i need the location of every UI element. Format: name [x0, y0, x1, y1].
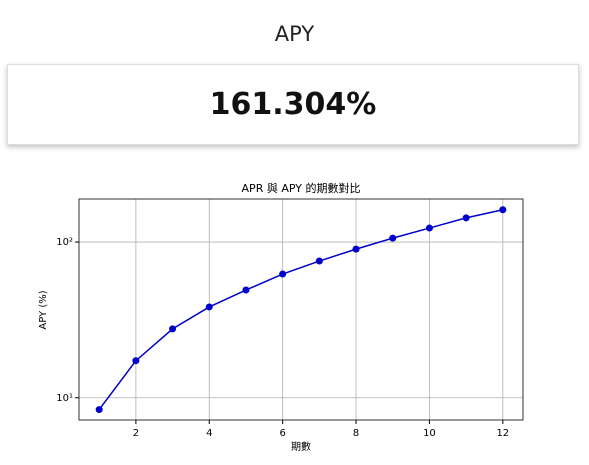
- point: [242, 286, 250, 294]
- point: [279, 270, 287, 278]
- point: [95, 406, 103, 414]
- y-tick-label: 10¹: [56, 393, 73, 404]
- x-tick-label: 2: [133, 428, 139, 439]
- x-tick-label: 6: [279, 428, 285, 439]
- line: [98, 208, 503, 411]
- y-tick-label: 10²: [56, 237, 73, 248]
- x-tick-label: 4: [206, 428, 212, 439]
- x-tick-label: 8: [353, 428, 359, 439]
- x-axis-label: 期數: [291, 440, 311, 453]
- point: [169, 325, 177, 333]
- point: [132, 357, 140, 365]
- apy-card: 161.304%: [7, 64, 579, 145]
- point: [205, 303, 213, 311]
- point: [499, 206, 507, 214]
- point: [315, 257, 323, 265]
- chart-title: APR 與 APY 的期數對比: [242, 181, 361, 195]
- x-tick-label: 12: [496, 428, 509, 439]
- point: [389, 234, 397, 242]
- heading: APY: [274, 22, 315, 46]
- y-axis-label: APY (%): [38, 290, 49, 329]
- plot-frame: [78, 198, 524, 421]
- point: [425, 224, 433, 232]
- point: [462, 214, 470, 222]
- point: [352, 245, 360, 253]
- x-tick-label: 10: [423, 428, 436, 439]
